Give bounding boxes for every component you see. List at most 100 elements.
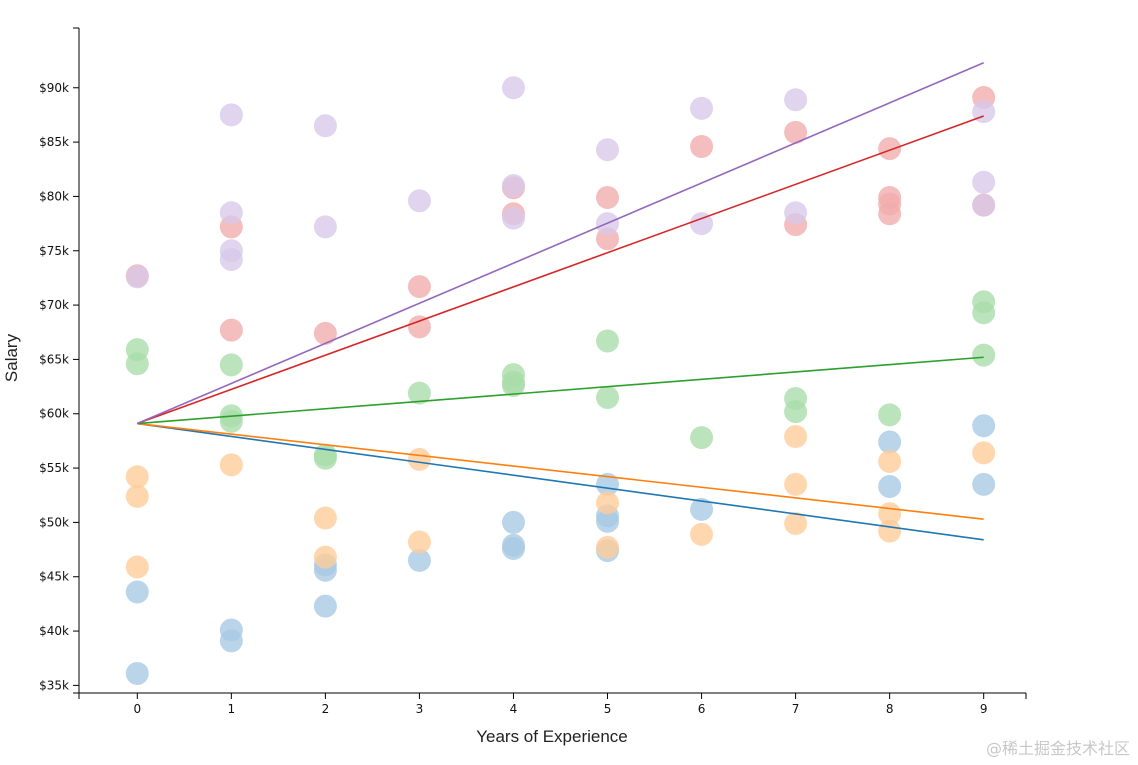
y-tick-label: $60k <box>39 407 69 421</box>
purple-data-point <box>219 103 243 127</box>
purple-data-point <box>125 265 149 289</box>
x-tick-label: 3 <box>416 702 424 716</box>
orange-data-point <box>784 472 808 496</box>
orange-data-point <box>690 522 714 546</box>
blue-data-point <box>313 594 337 618</box>
orange-data-point <box>878 519 902 543</box>
red-trend-line <box>137 115 984 425</box>
x-tick-label: 0 <box>133 702 141 716</box>
purple-data-point <box>501 76 525 100</box>
purple-data-point <box>501 174 525 198</box>
blue-data-point <box>878 430 902 454</box>
watermark-text: @稀土掘金技术社区 <box>985 739 1130 758</box>
y-axis-title: Salary <box>2 333 21 382</box>
green-data-point <box>407 381 431 405</box>
green-data-point <box>972 301 996 325</box>
purple-data-point <box>313 215 337 239</box>
orange-data-point <box>125 484 149 508</box>
green-data-point <box>313 446 337 470</box>
x-tick-label: 9 <box>980 702 988 716</box>
orange-data-point <box>313 506 337 530</box>
purple-data-point <box>313 114 337 138</box>
orange-data-point <box>596 535 620 559</box>
x-tick-label: 4 <box>510 702 518 716</box>
blue-data-point <box>878 475 902 499</box>
purple-data-point <box>690 96 714 120</box>
y-tick-label: $75k <box>39 244 69 258</box>
blue-data-point <box>501 510 525 534</box>
purple-data-point <box>972 193 996 217</box>
red-data-point <box>219 318 243 342</box>
orange-data-point <box>313 545 337 569</box>
axes-layer: 0 1 2 3 4 5 6 7 8 9 $35k $40k $45k $50k $55k $60k $65k $7… <box>39 27 1027 716</box>
red-data-point <box>878 137 902 161</box>
orange-data-point <box>219 453 243 477</box>
purple-data-point <box>690 212 714 236</box>
x-tick-label: 7 <box>792 702 800 716</box>
red-data-point <box>596 186 620 210</box>
y-tick-label: $65k <box>39 352 69 366</box>
blue-data-point <box>690 497 714 521</box>
green-data-point <box>596 385 620 409</box>
green-data-point <box>690 426 714 450</box>
y-tick-label: $70k <box>39 298 69 312</box>
x-tick-label: 1 <box>228 702 236 716</box>
purple-data-point <box>784 201 808 225</box>
orange-data-point <box>125 465 149 489</box>
x-tick-label: 8 <box>886 702 894 716</box>
y-tick-label: $90k <box>39 81 69 95</box>
orange-data-point <box>596 491 620 515</box>
purple-data-point <box>407 189 431 213</box>
blue-data-point <box>219 629 243 653</box>
green-data-point <box>501 373 525 397</box>
orange-data-point <box>784 511 808 535</box>
blue-data-point <box>972 414 996 438</box>
red-data-point <box>407 275 431 299</box>
x-axis-title: Years of Experience <box>476 727 628 746</box>
purple-data-point <box>784 88 808 112</box>
green-trend-line <box>137 356 984 425</box>
orange-data-point <box>407 530 431 554</box>
purple-data-point <box>501 206 525 230</box>
green-data-point <box>784 400 808 424</box>
red-data-point <box>407 315 431 339</box>
orange-data-point <box>972 441 996 465</box>
y-tick-label: $85k <box>39 135 69 149</box>
orange-data-point <box>125 555 149 579</box>
y-tick-label: $45k <box>39 570 69 584</box>
orange-data-point <box>784 425 808 449</box>
x-tick-label: 6 <box>698 702 706 716</box>
purple-data-point <box>972 170 996 194</box>
orange-data-point <box>878 450 902 474</box>
red-data-point <box>784 120 808 144</box>
blue-data-point <box>125 661 149 685</box>
y-tick-label: $50k <box>39 515 69 529</box>
green-data-point <box>219 353 243 377</box>
blue-data-point <box>501 536 525 560</box>
y-tick-label: $40k <box>39 624 69 638</box>
x-tick-label: 2 <box>322 702 330 716</box>
blue-data-point <box>596 509 620 533</box>
red-data-point <box>690 134 714 158</box>
blue-data-point <box>125 580 149 604</box>
blue-data-point <box>596 472 620 496</box>
green-data-point <box>125 352 149 376</box>
green-data-point <box>878 403 902 427</box>
purple-data-point <box>219 247 243 271</box>
orange-data-point <box>407 447 431 471</box>
orange-trend-line <box>137 422 984 520</box>
y-tick-label: $55k <box>39 461 69 475</box>
purple-trend-line <box>136 62 984 425</box>
green-data-point <box>596 329 620 353</box>
green-data-point <box>972 343 996 367</box>
red-data-point <box>878 202 902 226</box>
blue-trend-line <box>137 422 984 541</box>
blue-data-point <box>972 472 996 496</box>
y-tick-label: $35k <box>39 678 69 692</box>
trend-lines-layer <box>136 62 984 541</box>
blue-data-point <box>407 548 431 572</box>
purple-data-point <box>219 201 243 225</box>
y-tick-label: $80k <box>39 189 69 203</box>
red-data-point <box>313 321 337 345</box>
